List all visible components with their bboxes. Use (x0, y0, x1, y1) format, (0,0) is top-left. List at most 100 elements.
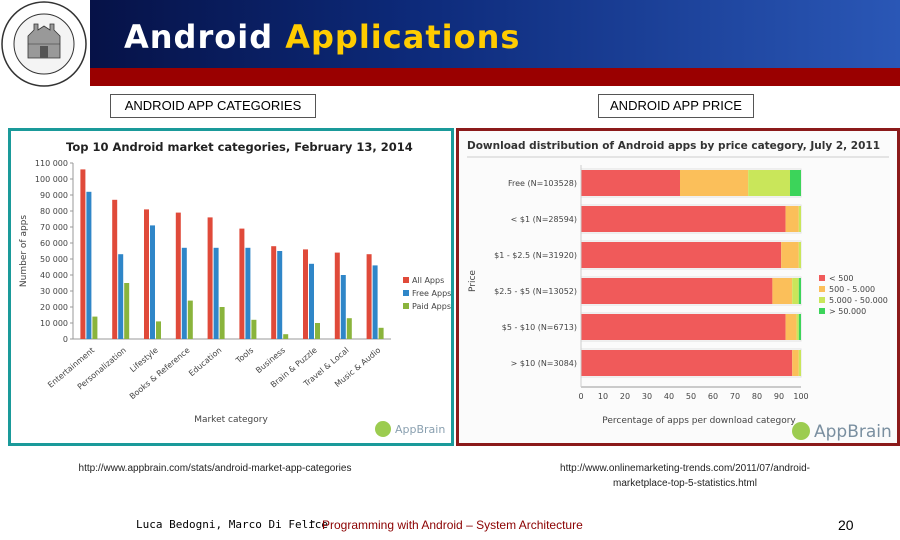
chart1-y-tick-label: 80 000 (40, 207, 68, 216)
chart1-bar (92, 316, 98, 339)
appbrain-logo-large-text: AppBrain (814, 422, 892, 442)
chart2-bar-segment (781, 242, 799, 268)
chart2-x-tick-label: 70 (730, 392, 740, 401)
chart1-legend-label: All Apps (412, 276, 444, 285)
chart1-bar (251, 319, 257, 339)
chart2-bar-segment (581, 170, 680, 196)
chart1-bar (334, 252, 340, 339)
chart1-bar (207, 217, 213, 339)
chart2-category-label: $5 - $10 (N=6713) (502, 323, 577, 332)
categories-chart-panel: Top 10 Android market categories, Februa… (8, 128, 454, 446)
chart2-bar-segment (785, 314, 797, 340)
chart2-bar-segment (748, 170, 790, 196)
chart2-bar-segment (798, 278, 801, 304)
chart2-category-label: $2.5 - $5 (N=13052) (494, 287, 577, 296)
university-seal-logo (1, 1, 87, 87)
chart2-x-tick-label: 100 (793, 392, 808, 401)
chart1-bar (144, 209, 149, 339)
chart1-legend-swatch (403, 303, 409, 309)
chart1-y-tick-label: 40 000 (40, 271, 68, 280)
chart1-bar (277, 251, 283, 339)
footer-separator: - (310, 513, 316, 530)
appbrain-logo: AppBrain (375, 421, 445, 437)
slide-title-part2: Applications (285, 18, 521, 56)
chart1-bar (213, 247, 219, 339)
price-distribution-chart: Download distribution of Android apps by… (467, 140, 892, 442)
categories-bar-chart: Top 10 Android market categories, Februa… (19, 140, 451, 437)
chart1-bar (340, 275, 346, 339)
chart2-legend-swatch (819, 297, 825, 303)
chart1-bar (346, 318, 352, 339)
chart1-bar (366, 254, 372, 339)
chart2-x-tick-label: 10 (598, 392, 608, 401)
chart1-x-tick-label: Tools (234, 346, 256, 366)
slide-title: Android Applications (124, 18, 520, 56)
appbrain-logo-text: AppBrain (395, 423, 445, 436)
chart1-bar (150, 225, 155, 339)
chart1-bar (175, 212, 181, 339)
chart1-y-tick-label: 0 (63, 335, 68, 344)
source-url-price[interactable]: http://www.onlinemarketing-trends.com/20… (520, 461, 850, 491)
chart2-bar-segment (581, 278, 773, 304)
chart1-legend-label: Paid Apps (412, 302, 451, 311)
chart1-bar (118, 254, 124, 339)
chart2-bar-segment (785, 206, 799, 232)
chart2-x-tick-label: 80 (752, 392, 762, 401)
chart2-bar-segment (790, 170, 801, 196)
chart2-y-axis-label: Price (468, 270, 478, 292)
appbrain-logo-large: AppBrain (792, 422, 892, 442)
chart1-y-tick-label: 30 000 (40, 287, 68, 296)
chart1-title: Top 10 Android market categories, Februa… (66, 140, 413, 154)
chart2-x-tick-label: 20 (620, 392, 630, 401)
chart1-y-tick-label: 10 000 (40, 319, 68, 328)
chart2-x-axis-label: Percentage of apps per download category (602, 416, 796, 426)
chart2-bar-segment (581, 242, 782, 268)
chart2-x-tick-label: 60 (708, 392, 718, 401)
chart1-bar (378, 327, 384, 339)
chart2-category-label: > $10 (N=3084) (511, 359, 577, 368)
chart1-bar (245, 247, 251, 339)
chart1-bar (315, 323, 320, 339)
chart2-x-tick-label: 90 (774, 392, 784, 401)
chart2-bar-segment (798, 350, 801, 376)
chart1-y-tick-label: 50 000 (40, 255, 68, 264)
chart1-bar (271, 246, 277, 339)
chart1-bar (309, 263, 314, 339)
chart1-x-tick-label: Education (187, 346, 223, 378)
chart1-bar (80, 169, 86, 339)
chart2-legend-label: 5.000 - 50.000 (829, 296, 888, 305)
chart2-bar-segment (792, 350, 799, 376)
price-chart-panel: Download distribution of Android apps by… (456, 128, 900, 446)
source-url-price-line1: http://www.onlinemarketing-trends.com/20… (560, 463, 810, 474)
chart1-y-tick-label: 60 000 (40, 239, 68, 248)
chart1-x-tick-label: Books & Reference (128, 346, 192, 402)
chart1-bar (181, 247, 187, 339)
chart2-bar-segment (581, 350, 793, 376)
chart2-legend-label: 500 - 5.000 (829, 285, 875, 294)
source-url-categories[interactable]: http://www.appbrain.com/stats/android-ma… (78, 463, 352, 474)
chart1-x-tick-label: Lifestyle (128, 346, 160, 375)
chart1-bar (283, 334, 289, 339)
chart1-y-tick-label: 70 000 (40, 223, 68, 232)
chart1-legend-swatch (403, 277, 409, 283)
chart2-bar-segment (798, 314, 801, 340)
chart2-category-label: $1 - $2.5 (N=31920) (494, 251, 577, 260)
chart1-bar (156, 321, 161, 339)
chart2-x-tick-label: 40 (664, 392, 674, 401)
header-band (90, 0, 900, 68)
chart2-x-tick-label: 0 (578, 392, 583, 401)
chart2-bar-segment (772, 278, 793, 304)
chart1-bar (86, 191, 92, 339)
header-red-band (90, 68, 900, 86)
footer-course-title: Programming with Android – System Archit… (322, 518, 583, 532)
chart2-bar-segment (581, 314, 786, 340)
chart1-y-tick-label: 20 000 (40, 303, 68, 312)
chart2-legend-label: < 500 (829, 274, 854, 283)
chart2-bar-segment (581, 206, 786, 232)
chart1-y-axis-label: Number of apps (19, 215, 29, 287)
chart2-legend-swatch (819, 275, 825, 281)
chart2-bar-segment (798, 206, 801, 232)
chart1-bar (303, 249, 308, 339)
chart1-x-axis-label: Market category (194, 415, 268, 425)
chart1-y-tick-label: 110 000 (35, 159, 68, 168)
